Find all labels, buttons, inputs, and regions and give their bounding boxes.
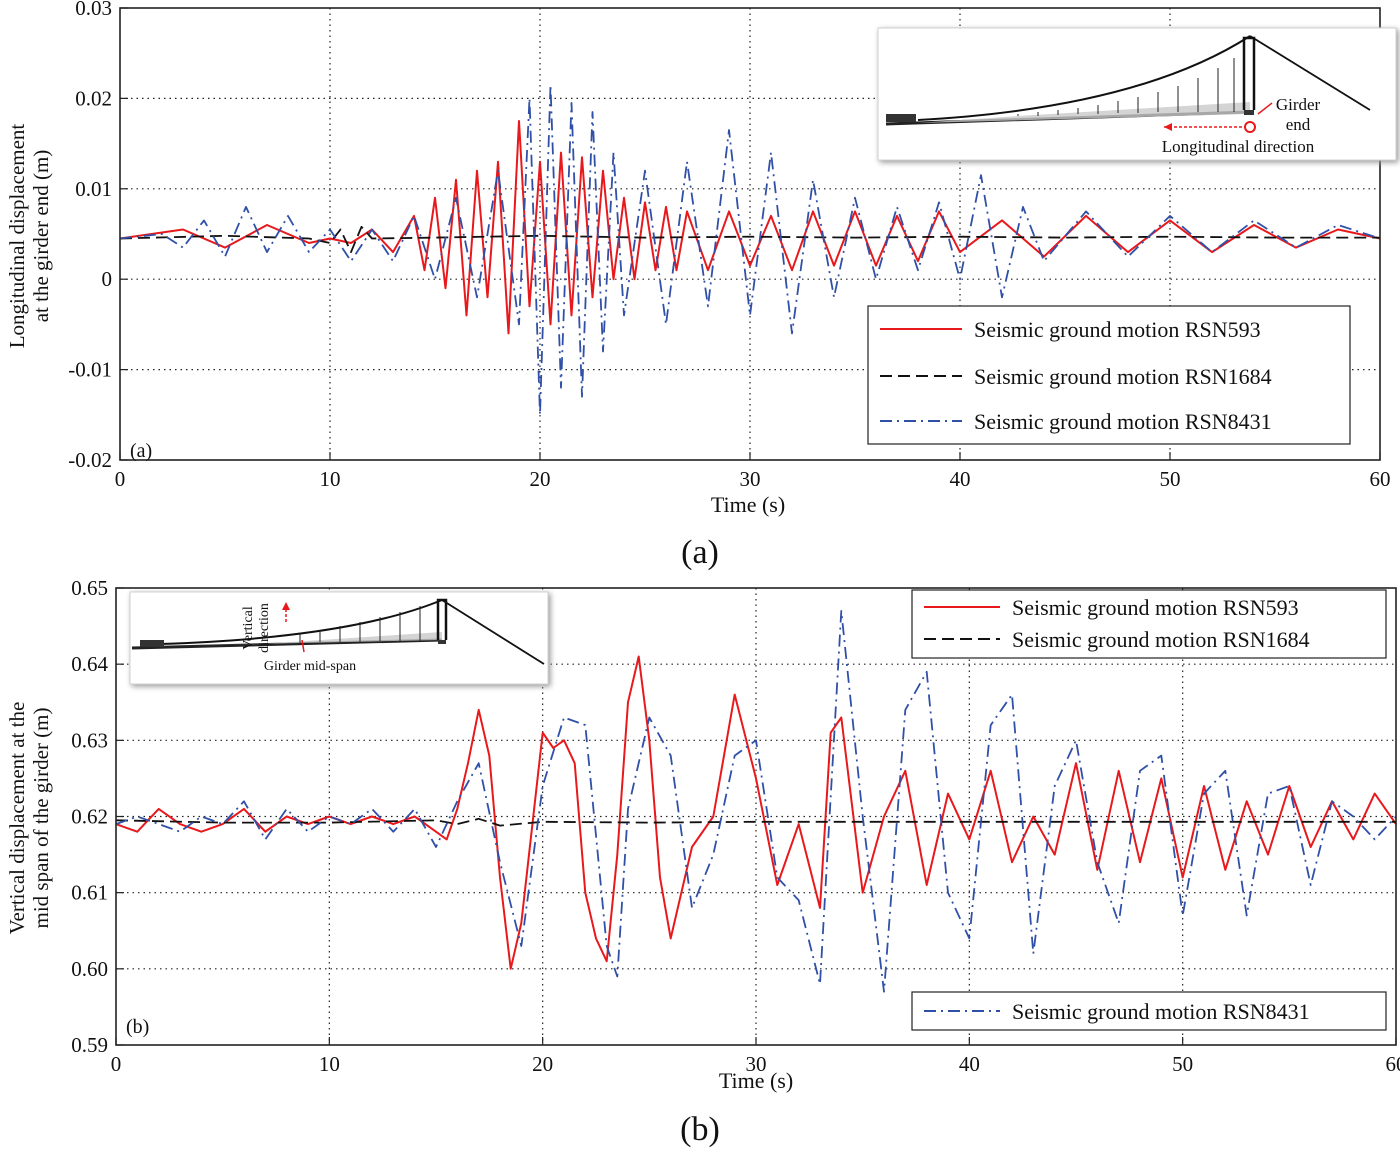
- y-tick-label: 0.65: [71, 576, 108, 600]
- y-tick-label: 0.62: [71, 805, 108, 829]
- y-tick-label: 0.64: [71, 652, 108, 676]
- y-tick-label: 0.59: [71, 1033, 108, 1057]
- x-tick-label: 30: [740, 467, 761, 491]
- series-line-rsn593: [116, 657, 1396, 969]
- inset-a-label-2: end: [1286, 115, 1311, 134]
- y-tick-label: 0.63: [71, 728, 108, 752]
- legend-b-label-rsn8431: Seismic ground motion RSN8431: [1012, 999, 1310, 1024]
- y-tick-label: 0.01: [75, 177, 112, 201]
- x-tick-label: 10: [320, 467, 341, 491]
- y-tick-label: -0.01: [68, 358, 112, 382]
- legend-b-label-rsn1684: Seismic ground motion RSN1684: [1012, 627, 1310, 652]
- y-axis-label-a-line1: Longitudinal displacement: [5, 124, 29, 349]
- x-tick-label: 20: [530, 467, 551, 491]
- legend-a: Seismic ground motion RSN593 Seismic gro…: [868, 306, 1350, 444]
- panel-b: 01020304050600.590.600.610.620.630.640.6…: [5, 576, 1400, 1148]
- caption-a: (a): [681, 534, 719, 571]
- x-tick-label: 40: [950, 467, 971, 491]
- x-tick-label: 60: [1386, 1052, 1400, 1076]
- panel-label-b: (b): [126, 1016, 149, 1038]
- y-axis-label-b-line1: Vertical displacement at the: [5, 702, 29, 935]
- legend-a-label-rsn8431: Seismic ground motion RSN8431: [974, 409, 1272, 434]
- inset-bridge-a: Girder end Longitudinal direction: [878, 28, 1396, 160]
- x-tick-label: 50: [1160, 467, 1181, 491]
- inset-b-label-2: direction: [257, 603, 272, 653]
- inset-a-label-3: Longitudinal direction: [1162, 137, 1315, 156]
- x-axis-label-b: Time (s): [719, 1068, 793, 1093]
- x-axis-label-a: Time (s): [711, 492, 785, 517]
- y-tick-label: 0.03: [75, 0, 112, 20]
- x-tick-label: 0: [115, 467, 126, 491]
- legend-b-label-rsn593: Seismic ground motion RSN593: [1012, 595, 1299, 620]
- x-tick-label: 40: [959, 1052, 980, 1076]
- panel-label-a: (a): [130, 440, 152, 462]
- x-tick-label: 50: [1172, 1052, 1193, 1076]
- y-tick-label: 0.61: [71, 881, 108, 905]
- x-tick-label: 0: [111, 1052, 122, 1076]
- legend-a-label-rsn1684: Seismic ground motion RSN1684: [974, 364, 1272, 389]
- legend-b-top: Seismic ground motion RSN593 Seismic gro…: [912, 590, 1386, 658]
- y-tick-label: -0.02: [68, 448, 112, 472]
- caption-b: (b): [680, 1111, 720, 1148]
- inset-bridge-b: Vertical direction Girder mid-span: [130, 592, 548, 684]
- panel-a: 0 10 20 30 40 50 60 -0.02 -0.01 0 0.01 0.02 0.03 Gir…: [5, 0, 1396, 571]
- legend-a-label-rsn593: Seismic ground motion RSN593: [974, 317, 1261, 342]
- y-tick-label: 0.60: [71, 957, 108, 981]
- x-tick-label: 10: [319, 1052, 340, 1076]
- legend-b-bottom: Seismic ground motion RSN8431: [912, 992, 1386, 1030]
- inset-b-label-3: Girder mid-span: [264, 659, 356, 674]
- inset-a-label-1: Girder: [1276, 95, 1321, 114]
- y-tick-label: 0: [102, 267, 113, 291]
- y-tick-label: 0.02: [75, 86, 112, 110]
- x-tick-label: 20: [532, 1052, 553, 1076]
- y-axis-label-a-line2: at the girder end (m): [29, 150, 53, 323]
- y-axis-label-b-line2: mid span of the girder (m): [29, 707, 53, 928]
- x-tick-label: 60: [1370, 467, 1391, 491]
- inset-b-label-1: Vertical: [241, 606, 256, 650]
